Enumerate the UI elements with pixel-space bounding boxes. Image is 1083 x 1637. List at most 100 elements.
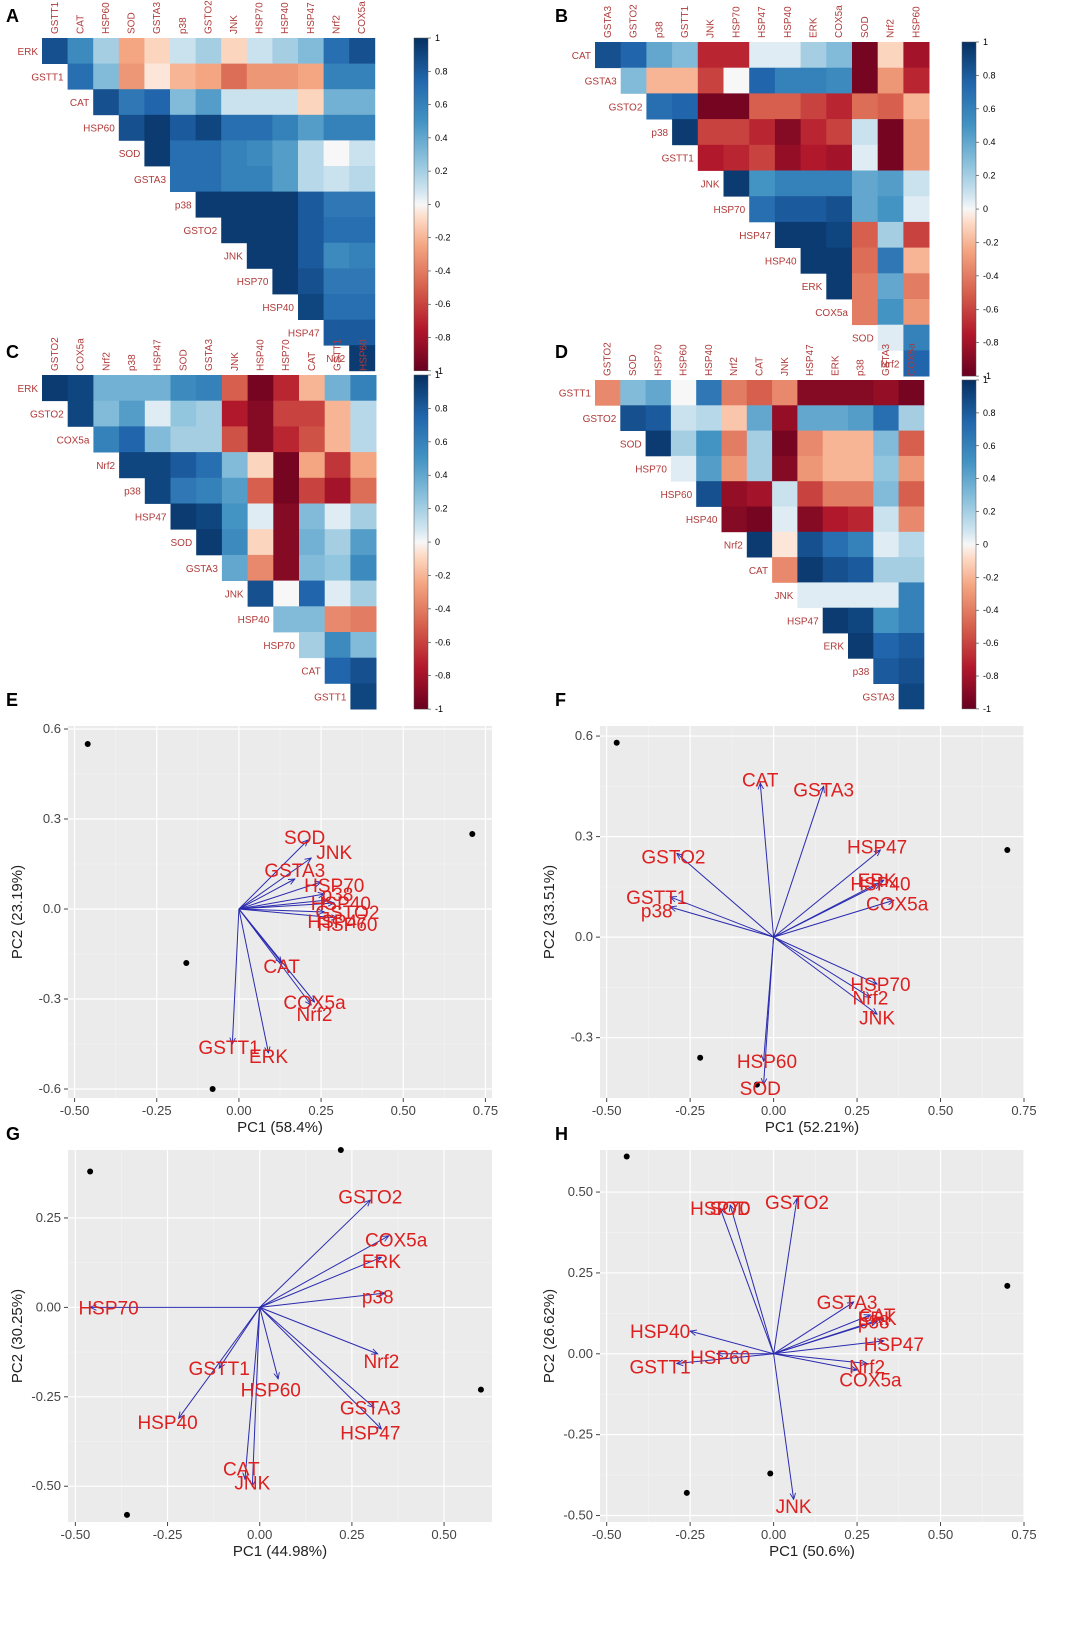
y-tick-label: -0.50 — [563, 1508, 593, 1523]
heatmap-cell — [299, 452, 326, 479]
heatmap-cell — [873, 531, 899, 558]
heatmap-cell — [746, 430, 773, 457]
loading-label: ERK — [362, 1252, 401, 1273]
heatmap-cell — [299, 632, 326, 659]
heatmap-cell — [323, 166, 350, 192]
heatmap-cell — [221, 140, 248, 167]
heatmap-cell — [67, 375, 94, 402]
heatmap-cell — [645, 430, 672, 457]
colorbar-tick-label: 0.4 — [983, 474, 996, 484]
loading-label: HSP47 — [340, 1424, 400, 1445]
loading-label: ERK — [858, 1309, 897, 1330]
heatmap-cell — [272, 114, 299, 141]
heatmap-cell — [324, 606, 351, 633]
heatmap-cell — [195, 191, 222, 218]
heatmap-col-label: HSP60 — [679, 344, 690, 376]
x-tick-label: 0.00 — [761, 1103, 786, 1118]
heatmap-col-label: p38 — [178, 17, 189, 34]
heatmap-cell — [670, 380, 697, 406]
heatmap-cell — [898, 506, 925, 533]
heatmap-cell — [67, 63, 94, 90]
heatmap-cell — [349, 345, 376, 372]
heatmap-cell — [196, 529, 223, 556]
heatmap-cell — [247, 554, 274, 581]
heatmap-cell — [273, 580, 300, 607]
heatmap-cell — [118, 38, 145, 64]
heatmap-cell — [721, 405, 748, 431]
heatmap-cell — [247, 529, 274, 556]
heatmap-cell — [93, 426, 120, 453]
heatmap-cell — [877, 144, 904, 171]
colorbar-tick-label: -0.6 — [435, 299, 451, 309]
heatmap-cell — [144, 114, 171, 141]
colorbar-tick-label: 0.8 — [435, 66, 448, 76]
heatmap-row-label: HSP47 — [739, 231, 771, 242]
heatmap-cell — [272, 166, 299, 192]
heatmap-cell — [903, 93, 930, 120]
loading-label: HSP60 — [737, 1052, 797, 1073]
heatmap-cell — [852, 247, 879, 274]
loading-label: HSP70 — [690, 1199, 750, 1220]
loading-label: COX5a — [839, 1371, 902, 1392]
colorbar-tick-label: 1 — [435, 33, 440, 43]
heatmap-cell — [877, 299, 904, 326]
heatmap-row-label: HSP40 — [686, 515, 718, 526]
loading-label: HSP70 — [78, 1298, 138, 1319]
heatmap-col-label: COX5a — [76, 338, 87, 371]
heatmap-cell — [852, 119, 879, 146]
heatmap-cell — [697, 144, 724, 171]
heatmap-cell — [772, 481, 798, 507]
heatmap-cell — [852, 299, 879, 326]
heatmap-cell — [170, 426, 197, 453]
heatmap-cell — [324, 657, 351, 684]
heatmap-cell — [852, 273, 879, 300]
loading-arrow — [259, 1307, 278, 1379]
heatmap-cell — [221, 89, 248, 116]
heatmap-cell — [826, 119, 853, 146]
heatmap-cell — [324, 580, 351, 607]
heatmap-col-label: GSTA3 — [881, 344, 892, 376]
heatmap-cell — [772, 531, 798, 558]
heatmap-cell — [898, 607, 925, 634]
heatmap-cell — [170, 140, 196, 167]
heatmap-cell — [144, 89, 171, 116]
heatmap-cell — [721, 506, 748, 533]
heatmap-cell — [697, 42, 724, 69]
heatmap-cell — [196, 503, 223, 530]
heatmap-cell — [797, 405, 824, 431]
heatmap-cell — [797, 380, 824, 406]
heatmap-cell — [822, 481, 849, 507]
heatmap-cell — [877, 170, 904, 197]
heatmap-cell — [877, 93, 904, 120]
heatmap-row-label: CAT — [749, 566, 768, 577]
sample-point — [469, 831, 476, 837]
panel-label-G: G — [6, 1124, 20, 1144]
heatmap-cell — [221, 452, 248, 479]
x-axis-title: PC1 (44.98%) — [233, 1543, 327, 1560]
heatmap-cell — [903, 170, 930, 197]
heatmap-cell — [118, 63, 145, 90]
heatmap-cell — [144, 400, 171, 427]
heatmap-cell — [898, 430, 925, 457]
heatmap-row-label: p38 — [124, 487, 141, 498]
heatmap-cell — [800, 247, 827, 274]
heatmap-row-label: Nrf2 — [326, 354, 345, 365]
heatmap-cell — [349, 268, 376, 295]
pca-panel-F: F -0.50 -0.25 0.00 0.25 0.50 0.75 0.6 0.3 0.0 -0.3… — [541, 690, 1037, 1136]
heatmap-cell — [721, 380, 748, 406]
heatmap-cell — [800, 93, 827, 120]
heatmap-cell — [144, 452, 171, 479]
heatmap-cell — [323, 63, 350, 90]
heatmap-cell — [195, 63, 222, 90]
x-tick-label: 0.50 — [431, 1527, 456, 1542]
x-tick-label: 0.50 — [928, 1527, 953, 1542]
heatmap-cell — [746, 405, 773, 431]
heatmap-cell — [350, 683, 377, 710]
heatmap-cell — [877, 196, 904, 223]
heatmap-cell — [723, 119, 750, 146]
heatmap-row-label: Nrf2 — [880, 359, 899, 370]
heatmap-cell — [298, 191, 324, 218]
heatmap-cell — [749, 119, 776, 146]
heatmap-cell — [848, 380, 874, 406]
heatmap-panel-C: C GSTO2 COX5a Nrf2 p38 HSP47 SOD GSTA3 JNK HSP40 H… — [6, 337, 451, 714]
